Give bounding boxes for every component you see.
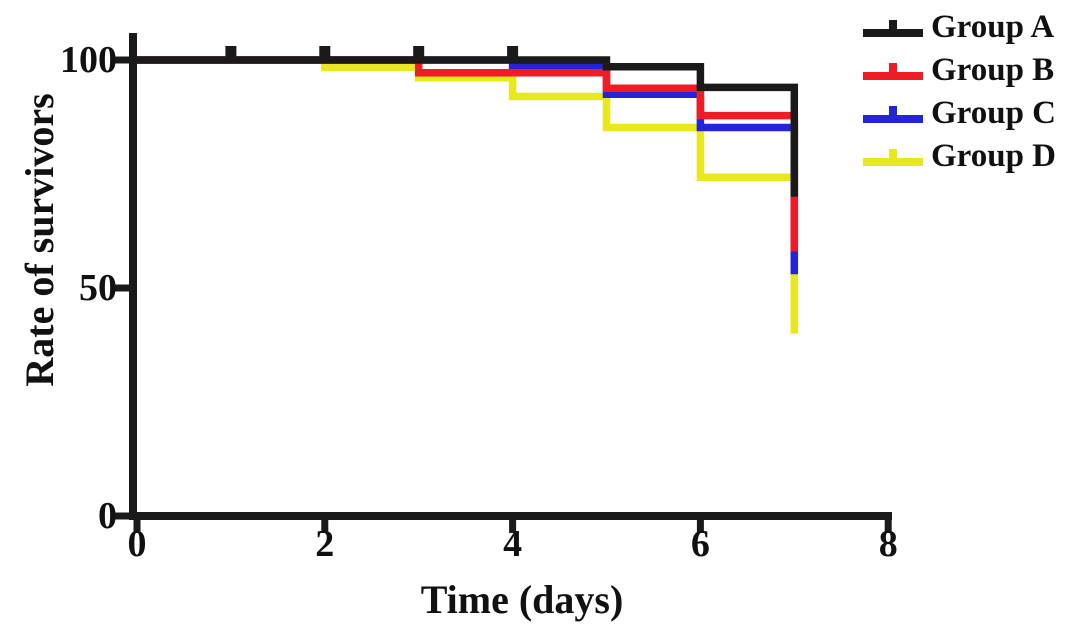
legend-key-line-icon bbox=[863, 19, 923, 37]
censor-tick-group-a bbox=[225, 46, 237, 61]
survival-curve-group-d bbox=[137, 56, 799, 334]
legend-item-group-d: Group D bbox=[862, 135, 1056, 178]
legend-key-line-icon bbox=[863, 148, 923, 166]
survival-curve-group-b bbox=[137, 56, 799, 252]
survival-curve-group-a bbox=[137, 56, 799, 197]
legend-label-group-c: Group C bbox=[931, 95, 1057, 131]
legend-item-group-b: Group B bbox=[862, 49, 1056, 92]
censor-tick-group-a bbox=[413, 46, 425, 61]
y-axis-label: Rate of survivors bbox=[17, 93, 62, 387]
legend-label-group-d: Group D bbox=[931, 138, 1057, 174]
survival-curve-group-c bbox=[137, 56, 799, 275]
legend-label-group-a: Group A bbox=[931, 9, 1055, 45]
censor-tick-group-a bbox=[319, 46, 331, 61]
x-axis-label: Time (days) bbox=[420, 577, 624, 622]
y-tick-label-2: 100 bbox=[60, 39, 117, 81]
legend-key-line-icon bbox=[863, 62, 923, 80]
y-tick-label-0: 0 bbox=[98, 495, 117, 537]
y-tick-label-1: 50 bbox=[79, 267, 117, 309]
x-tick-label-3: 6 bbox=[690, 523, 710, 565]
legend-item-group-c: Group C bbox=[862, 92, 1056, 135]
legend-key-line-icon bbox=[863, 105, 923, 123]
x-tick-label-4: 8 bbox=[878, 523, 898, 565]
x-tick-label-1: 2 bbox=[315, 523, 335, 565]
legend-item-group-a: Group A bbox=[862, 6, 1056, 49]
x-tick-label-2: 4 bbox=[503, 523, 523, 565]
censor-tick-group-a bbox=[507, 46, 519, 61]
legend-label-group-b: Group B bbox=[931, 52, 1055, 88]
legend: Group A Group B Group C Group D bbox=[862, 6, 1056, 178]
x-tick-label-0: 0 bbox=[127, 523, 147, 565]
